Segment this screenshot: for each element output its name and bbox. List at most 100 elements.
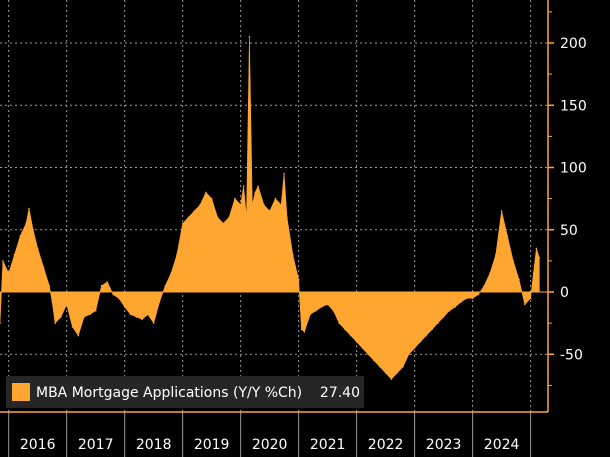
data-point	[367, 353, 370, 356]
data-point	[500, 210, 503, 212]
data-point	[13, 253, 16, 256]
data-point	[471, 297, 474, 300]
data-point	[83, 316, 85, 318]
data-point	[28, 207, 30, 210]
y-tick-label: 150	[560, 98, 587, 114]
data-point	[379, 365, 381, 368]
data-point	[210, 197, 213, 200]
data-point	[292, 253, 294, 256]
data-point	[234, 197, 236, 200]
data-point	[419, 341, 422, 343]
data-point	[442, 316, 445, 318]
data-point	[532, 272, 535, 275]
x-tick-label: 2020	[252, 437, 288, 453]
data-point	[448, 309, 451, 312]
data-point	[118, 297, 120, 300]
y-tick-label: 200	[560, 36, 587, 52]
data-point	[199, 204, 201, 206]
legend-box	[6, 376, 364, 408]
data-point	[242, 185, 245, 187]
legend-series-name: MBA Mortgage Applications (Y/Y %Ch)	[36, 385, 302, 401]
data-point	[152, 322, 155, 324]
x-tick-label: 2023	[426, 437, 462, 453]
x-tick-label: 2019	[194, 437, 230, 453]
data-point	[373, 359, 375, 362]
data-point	[477, 293, 480, 296]
x-tick-label: 2016	[20, 437, 56, 453]
data-point	[425, 334, 428, 337]
data-point	[141, 318, 143, 321]
data-point	[274, 197, 277, 200]
data-point	[94, 309, 97, 312]
data-point	[25, 222, 27, 225]
data-point	[437, 322, 439, 324]
data-point	[506, 235, 509, 237]
data-point	[228, 216, 230, 219]
y-tick-label: 50	[560, 223, 578, 239]
data-point	[286, 216, 288, 219]
y-tick-label: -50	[560, 347, 583, 363]
data-point	[283, 172, 285, 175]
legend-swatch	[12, 383, 30, 401]
data-point	[129, 313, 132, 316]
data-point	[187, 216, 190, 219]
data-point	[315, 309, 317, 312]
legend: MBA Mortgage Applications (Y/Y %Ch) 27.4…	[6, 376, 364, 408]
data-point	[303, 331, 306, 333]
data-point	[19, 235, 22, 237]
y-tick-label: 0	[560, 285, 569, 301]
data-point	[0, 322, 1, 324]
data-point	[147, 313, 149, 316]
data-point	[164, 285, 167, 287]
data-point	[338, 322, 341, 324]
data-point	[350, 334, 352, 337]
data-point	[495, 253, 497, 256]
data-point	[251, 204, 254, 206]
data-point	[100, 285, 103, 287]
series-area	[0, 36, 540, 380]
data-point	[390, 378, 393, 380]
data-point	[332, 309, 335, 312]
data-point	[396, 372, 399, 374]
data-point	[512, 260, 514, 262]
axis-layer: 200 150 100 50 0 -50 2016 2017 2018 2019 2020 2021 2…	[0, 0, 587, 457]
y-tick-label: 100	[560, 161, 587, 177]
data-point	[518, 278, 520, 281]
data-point	[280, 204, 283, 206]
data-point	[355, 341, 358, 343]
data-point	[77, 334, 80, 337]
data-point	[524, 303, 526, 306]
data-point	[181, 222, 184, 225]
data-point	[321, 306, 323, 308]
data-point	[489, 272, 491, 275]
data-point	[48, 285, 51, 287]
data-point	[216, 216, 219, 219]
data-point	[326, 303, 329, 306]
data-point	[123, 306, 126, 308]
data-point	[538, 257, 541, 259]
data-point	[263, 204, 265, 206]
data-point	[297, 278, 300, 281]
data-point	[466, 297, 468, 300]
data-point	[402, 365, 404, 368]
data-point	[483, 285, 486, 287]
data-point	[361, 347, 364, 349]
data-point	[42, 266, 45, 268]
data-point	[89, 313, 91, 316]
data-point	[222, 222, 225, 225]
data-point	[170, 272, 172, 275]
data-point	[205, 191, 207, 194]
data-point	[529, 297, 532, 300]
data-point	[454, 306, 457, 308]
data-point	[176, 253, 178, 256]
data-point	[193, 210, 196, 212]
data-point	[54, 322, 56, 324]
data-point	[60, 316, 62, 318]
data-point	[71, 326, 74, 328]
data-point	[254, 191, 256, 194]
data-point	[65, 303, 68, 306]
x-tick-label: 2017	[78, 437, 114, 453]
data-point	[309, 313, 312, 316]
